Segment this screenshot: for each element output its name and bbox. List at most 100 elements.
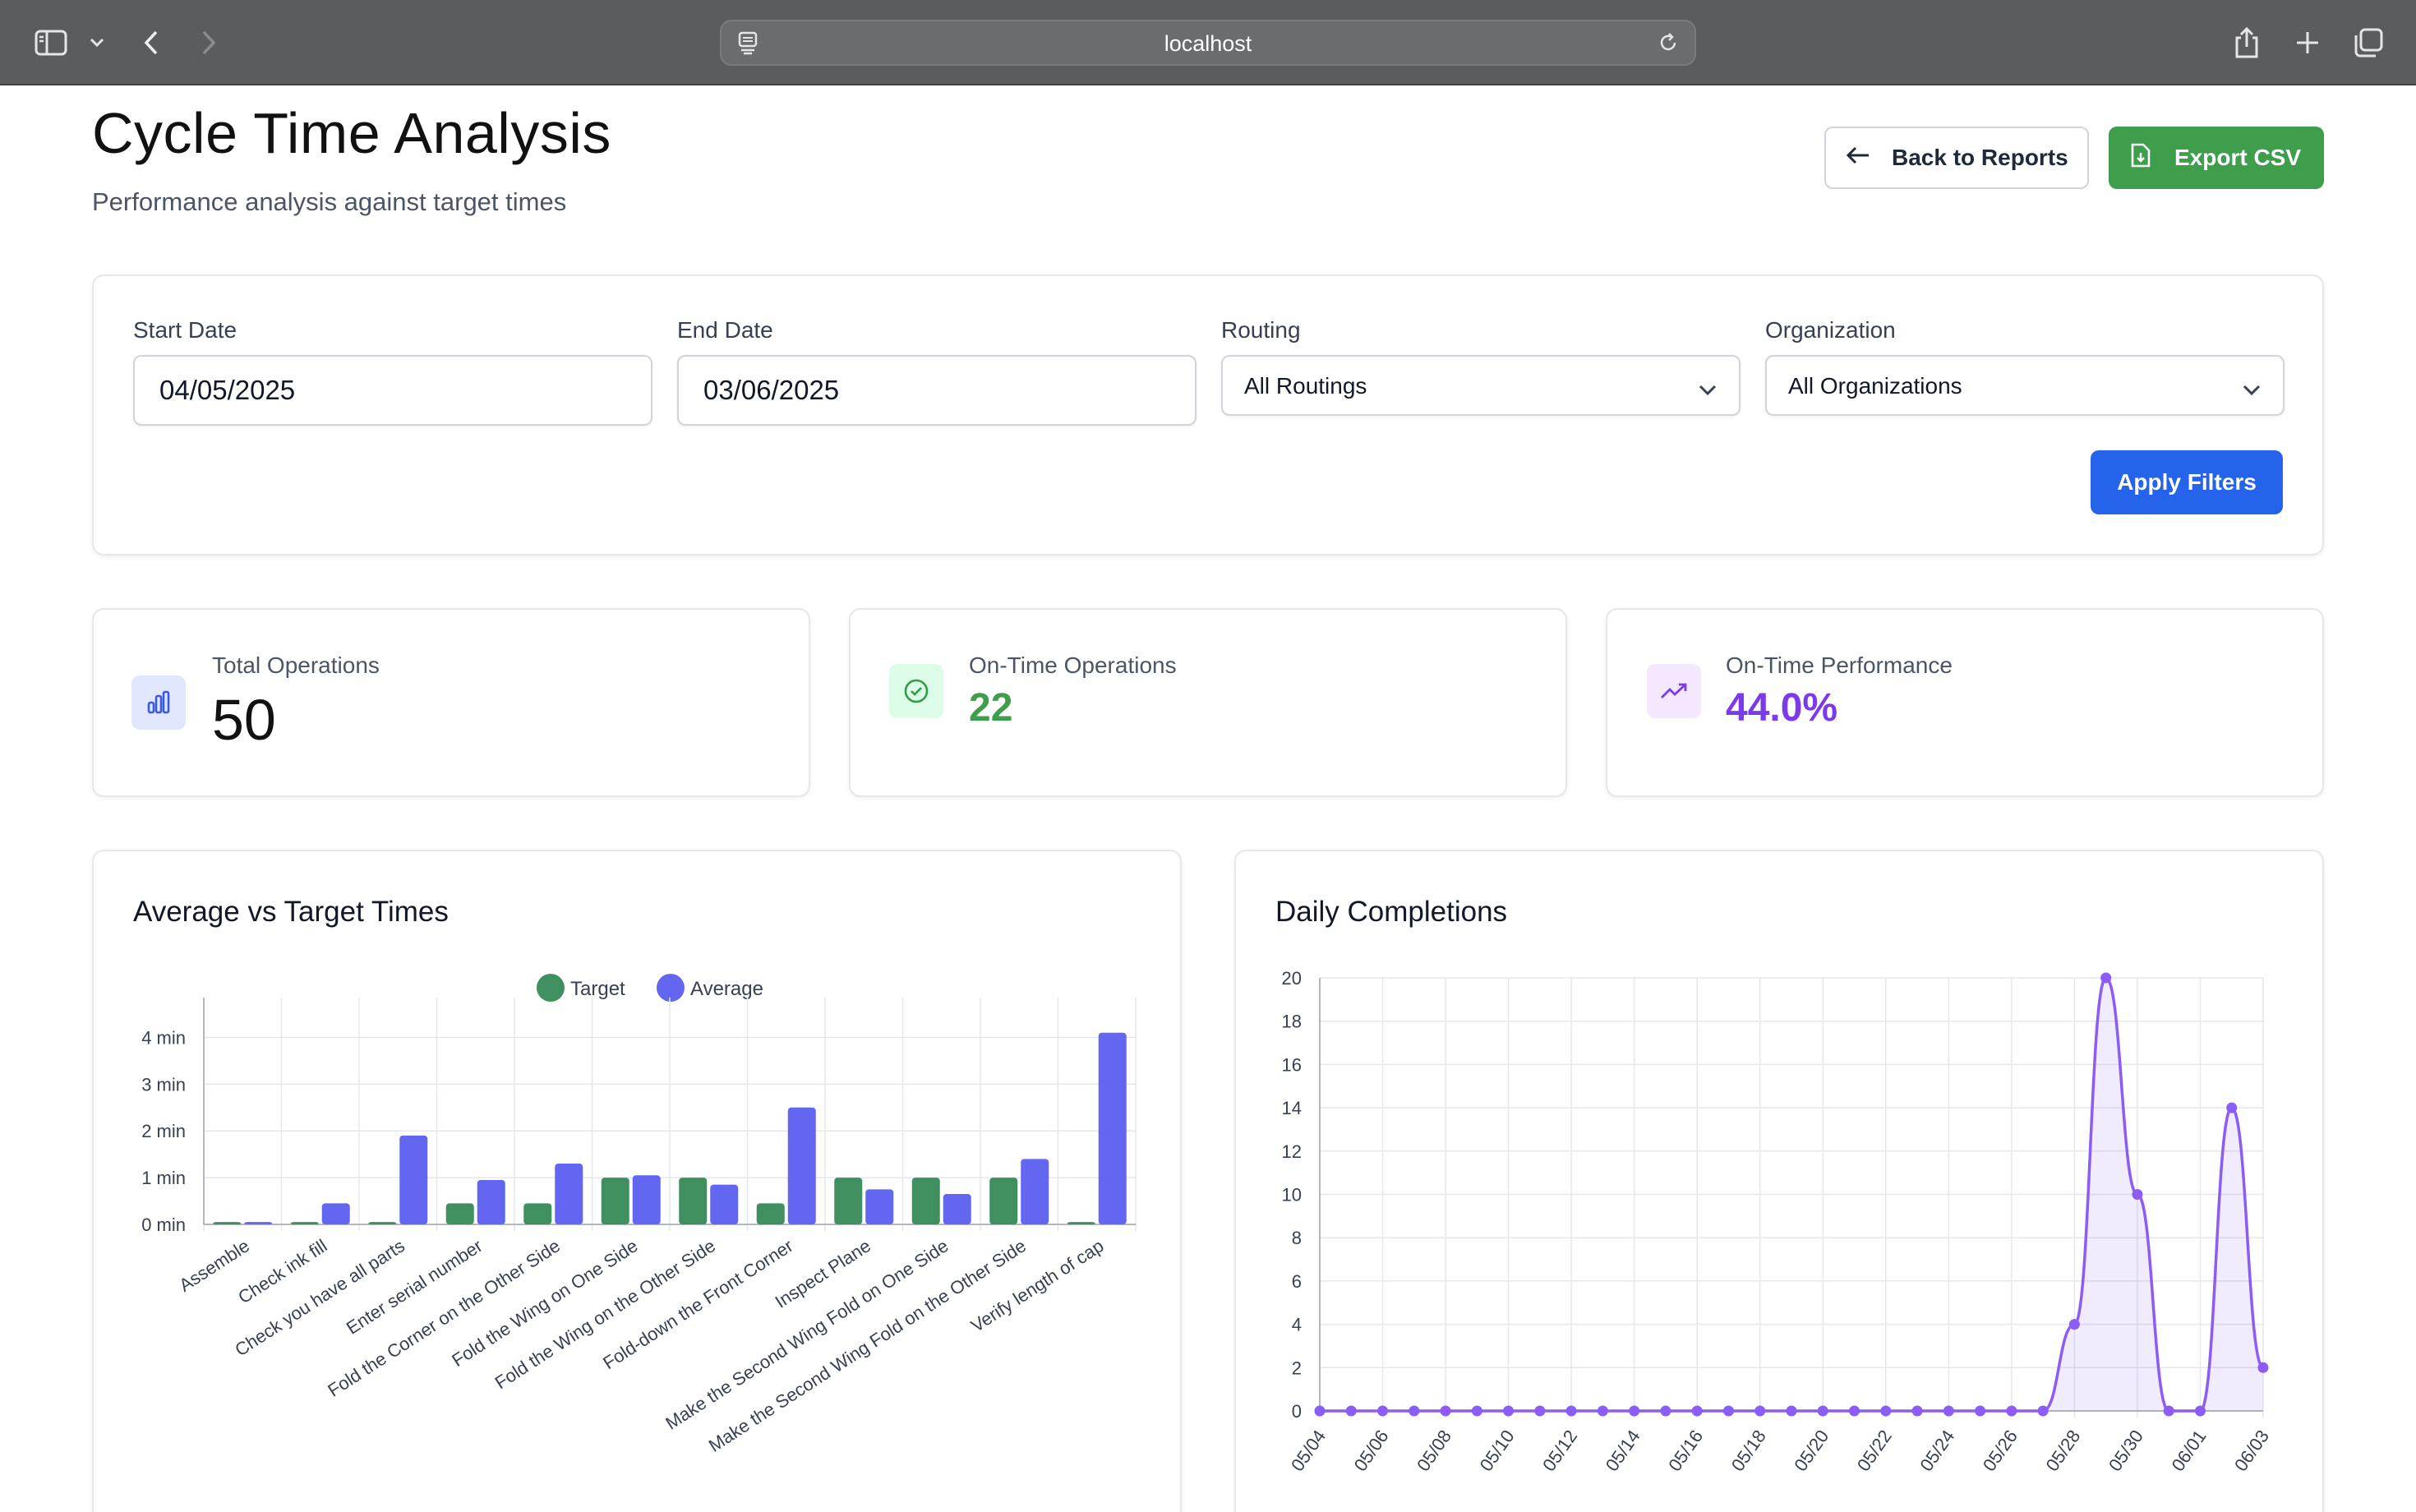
sidebar-toggle-icon[interactable] [31,23,71,62]
x-tick-label: 05/18 [1727,1427,1770,1475]
legend-average-swatch [657,974,685,1002]
bar-target [523,1203,552,1224]
completions-point [2194,1405,2206,1417]
routing-label: Routing [1221,317,1301,343]
chevron-down-icon [1698,376,1717,403]
completions-point [1817,1405,1828,1417]
export-csv-label: Export CSV [2174,145,2302,170]
page-subtitle: Performance analysis against target time… [92,187,567,216]
completions-point [1629,1405,1640,1417]
page-settings-icon[interactable] [733,28,763,58]
on-time-operations-value: 22 [969,686,1013,730]
trending-up-icon [1647,664,1701,718]
completions-point [1943,1405,1954,1417]
y-tick-label: 2 [1292,1358,1302,1378]
export-csv-button[interactable]: Export CSV [2109,127,2324,189]
on-time-performance-value: 44.0% [1726,686,1838,730]
bar-average [1021,1159,1049,1224]
completions-point [1314,1405,1326,1417]
chevron-down-icon[interactable] [77,23,117,62]
x-tick-label: 05/16 [1664,1427,1707,1475]
x-tick-label: Verify length of cap [967,1235,1108,1336]
browser-toolbar: localhost [0,0,2416,85]
routing-select[interactable]: All Routings [1221,355,1741,416]
x-tick-label: 05/04 [1287,1427,1330,1475]
organization-select-value: All Organizations [1788,373,1962,399]
daily-completions-title: Daily Completions [1275,896,1508,928]
bar-average [632,1175,661,1224]
x-tick-label: 05/30 [2105,1427,2147,1475]
y-tick-label: 6 [1292,1271,1302,1292]
total-operations-value: 50 [212,688,276,752]
completions-point [1975,1405,1986,1417]
completions-point [1754,1405,1766,1417]
completions-point [1911,1405,1923,1417]
y-tick-label: 3 min [141,1074,186,1095]
y-tick-label: 1 min [141,1168,186,1188]
back-to-reports-button[interactable]: Back to Reports [1824,127,2089,189]
forward-icon[interactable] [189,23,228,62]
check-circle-icon [889,664,943,718]
chevron-down-icon [2242,376,2262,403]
completions-point [1880,1405,1892,1417]
bar-average [244,1222,273,1224]
end-date-input[interactable]: 03/06/2025 [677,355,1196,426]
start-date-input[interactable]: 04/05/2025 [133,355,652,426]
completions-point [2163,1405,2174,1417]
y-tick-label: 16 [1282,1054,1302,1075]
back-to-reports-label: Back to Reports [1892,145,2068,170]
file-download-icon [2130,142,2151,174]
legend-target-label: Target [570,978,625,1000]
completions-point [2037,1405,2049,1417]
apply-filters-button[interactable]: Apply Filters [2091,450,2283,514]
bar-average [865,1189,894,1224]
average-vs-target-title: Average vs Target Times [133,896,449,928]
y-tick-label: 2 min [141,1121,186,1141]
completions-point [1691,1405,1703,1417]
x-tick-label: 05/26 [1979,1427,2022,1475]
new-tab-icon[interactable] [2288,23,2327,62]
organization-select[interactable]: All Organizations [1765,355,2285,416]
bar-average [943,1194,971,1224]
completions-point [2226,1102,2238,1113]
x-tick-label: 05/10 [1476,1427,1519,1475]
completions-point [1377,1405,1389,1417]
tab-overview-icon[interactable] [2349,23,2388,62]
completions-point [1660,1405,1671,1417]
x-tick-label: 06/01 [2168,1427,2211,1475]
completions-point [1503,1405,1515,1417]
address-bar[interactable]: localhost [720,20,1696,66]
completions-point [1534,1405,1546,1417]
bar-average [477,1179,505,1224]
bar-target [756,1203,785,1224]
y-tick-label: 10 [1282,1185,1302,1205]
reload-icon[interactable] [1653,28,1683,58]
completions-point [2068,1319,2080,1330]
completions-point [1565,1405,1577,1417]
completions-point [2100,972,2112,984]
bar-target [911,1178,940,1224]
x-tick-label: 05/12 [1538,1427,1581,1475]
completions-point [2257,1362,2269,1373]
x-tick-label: 05/20 [1790,1427,1833,1475]
completions-point [2132,1189,2143,1200]
completions-point [1409,1405,1420,1417]
total-operations-label: Total Operations [212,652,380,678]
x-tick-label: 05/24 [1916,1427,1958,1475]
bar-target [290,1222,319,1224]
y-tick-label: 0 [1292,1401,1302,1422]
bar-average [1098,1032,1127,1224]
completions-point [2006,1405,2017,1417]
x-tick-label: Make the Second Wing Fold on One Side [662,1235,952,1433]
on-time-performance-card [1606,608,2324,797]
back-icon[interactable] [131,23,171,62]
on-time-operations-card [849,608,1567,797]
y-tick-label: 4 [1292,1315,1302,1335]
daily-completions-chart: 0 2 4 6 8 10 12 14 16 18 20 05/04 05/06 05/08 05/10 05/… [1282,968,2274,1475]
y-tick-label: 20 [1282,968,1302,989]
x-tick-label: 05/22 [1853,1427,1896,1475]
share-icon[interactable] [2227,23,2266,62]
completions-point [1345,1405,1357,1417]
arrow-left-icon [1846,145,1870,171]
daily-completions-card [1234,850,2324,1512]
